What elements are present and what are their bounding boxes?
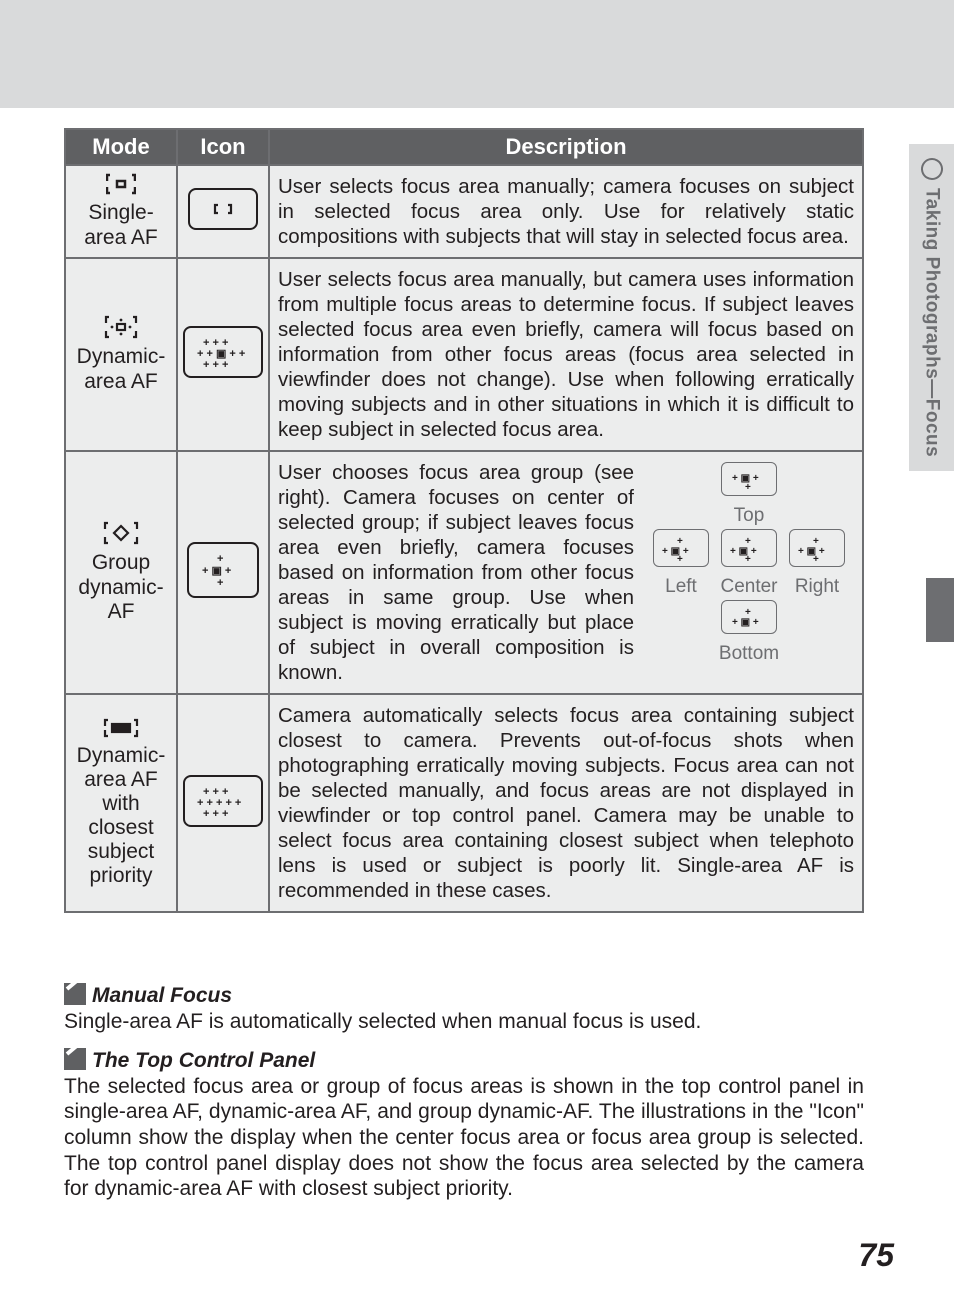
single-area-glyph	[106, 173, 136, 200]
svg-text:+ ▣ +: + ▣ +	[202, 565, 231, 577]
notes-section: Manual Focus Single-area AF is automatic…	[64, 983, 864, 1202]
desc-cell: User chooses focus area group (see right…	[278, 460, 634, 685]
diagram-bottom-label: Bottom	[644, 642, 854, 665]
diagram-center-label: Center	[719, 575, 779, 598]
desc-cell: Camera automatically selects focus area …	[269, 694, 863, 912]
mode-label: Dynamic-area AF with closest subject pri…	[77, 744, 166, 888]
side-index-mark	[926, 578, 954, 642]
svg-text:+ ▣ +: + ▣ +	[662, 546, 689, 557]
aperture-icon	[918, 156, 945, 183]
note-icon	[64, 983, 86, 1005]
note-head-text: Manual Focus	[92, 984, 232, 1007]
svg-text:+ + +: + + +	[203, 808, 228, 819]
svg-text:+: +	[813, 554, 819, 562]
mode-label: Group dynamic-AF	[78, 551, 163, 622]
side-tab: Taking Photographs—Focus	[909, 144, 954, 471]
svg-text:+ + +: + + +	[203, 359, 228, 370]
svg-text:+: +	[217, 577, 223, 589]
svg-text:+: +	[745, 482, 751, 491]
note-body: The selected focus area or group of focu…	[64, 1074, 864, 1202]
lcd-dynamic-area-icon: + + + + + ▣ + + + + +	[183, 326, 263, 378]
desc-cell: User selects focus area manually, but ca…	[269, 258, 863, 451]
svg-text:+: +	[217, 553, 223, 565]
svg-text:+: +	[677, 554, 683, 562]
lcd-single-area-icon	[188, 188, 258, 230]
col-icon: Icon	[177, 129, 269, 165]
lcd-closest-subject-icon: + + + + + + + + + + +	[183, 775, 263, 827]
lcd-group-dynamic-icon: + + ▣ + +	[187, 542, 259, 598]
mode-label: Single-area AF	[84, 201, 158, 248]
note-heading-top-panel: The Top Control Panel	[64, 1048, 864, 1074]
svg-text:+ ▣ +: + ▣ +	[732, 617, 759, 628]
table-row: Dynamic-area AF + + + + + ▣ + + + + + Us…	[65, 258, 863, 451]
svg-text:+ ▣ +: + ▣ +	[730, 546, 757, 557]
mode-label: Dynamic-area AF	[77, 345, 166, 392]
side-tab-text: Taking Photographs—Focus	[921, 188, 943, 457]
note-body: Single-area AF is automatically selected…	[64, 1009, 864, 1035]
svg-text:+: +	[745, 554, 751, 562]
diagram-top-label: Top	[644, 504, 854, 527]
table-row: Group dynamic-AF + + ▣ + + User chooses …	[65, 451, 863, 694]
group-diagram: + ▣ ++ Top ++ ▣ ++Left ++ ▣ ++Center ++ …	[644, 460, 854, 685]
diagram-left-label: Left	[651, 575, 711, 598]
diagram-right-label: Right	[787, 575, 847, 598]
af-modes-table: Mode Icon Description Single-area AF	[64, 128, 864, 913]
note-head-text: The Top Control Panel	[92, 1049, 315, 1072]
svg-text:+ ▣ +: + ▣ +	[798, 546, 825, 557]
table-row: Dynamic-area AF with closest subject pri…	[65, 694, 863, 912]
page-number: 75	[858, 1237, 894, 1274]
dynamic-area-glyph	[104, 315, 138, 344]
table-row: Single-area AF User selects focus area m…	[65, 165, 863, 258]
closest-subject-glyph	[103, 718, 139, 743]
desc-cell: User selects focus area manually; camera…	[269, 165, 863, 258]
group-dynamic-glyph	[103, 521, 139, 550]
note-heading-manual-focus: Manual Focus	[64, 983, 864, 1009]
col-desc: Description	[269, 129, 863, 165]
note-icon	[64, 1048, 86, 1070]
top-gray-band	[0, 0, 954, 108]
col-mode: Mode	[65, 129, 177, 165]
